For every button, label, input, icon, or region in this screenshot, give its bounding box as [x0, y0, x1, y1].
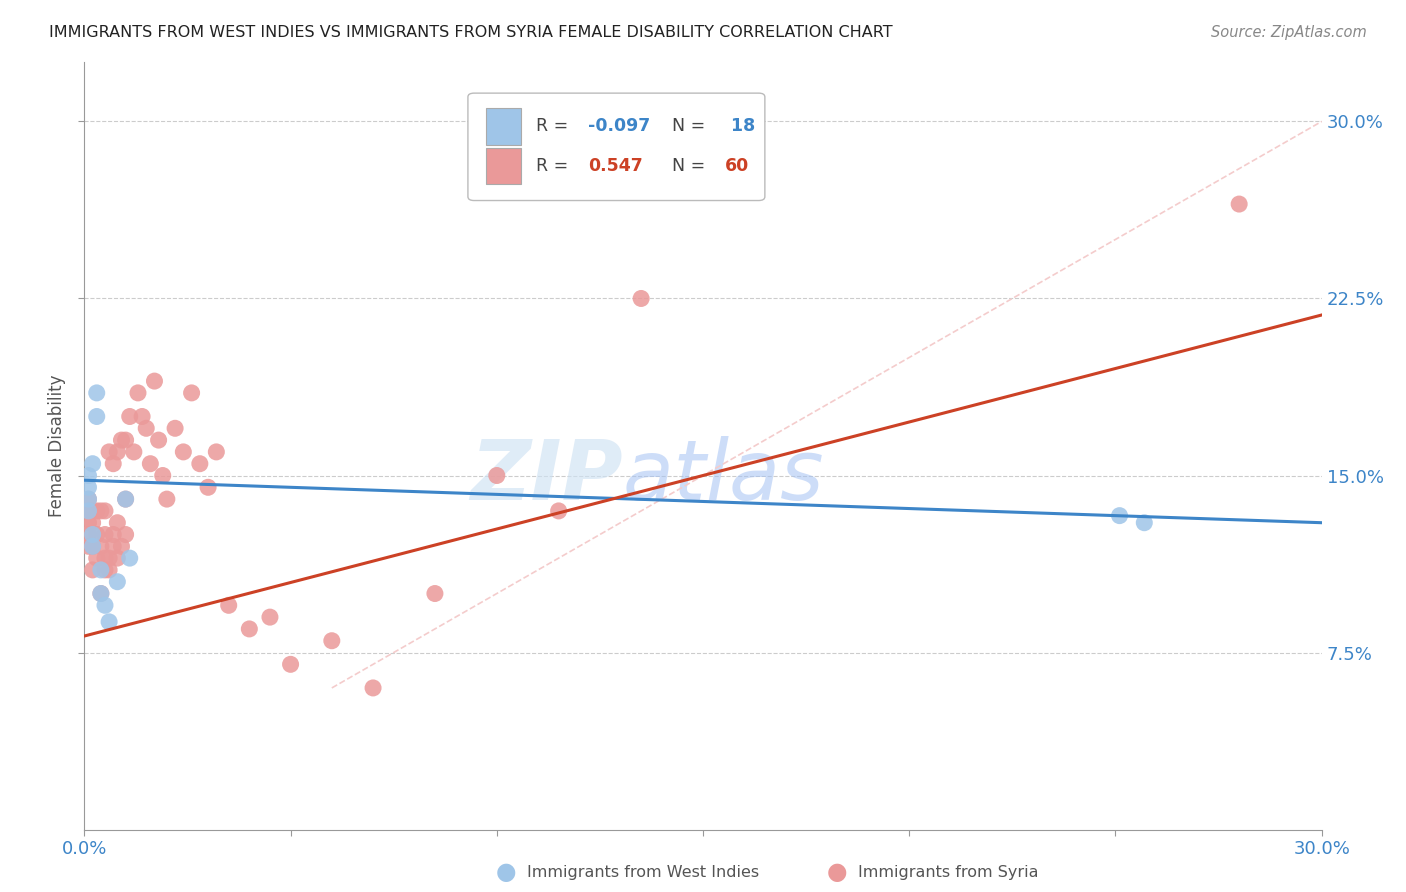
Text: N =: N = — [672, 157, 711, 175]
Point — [86, 527, 108, 541]
Point — [77, 504, 100, 518]
Point — [423, 586, 446, 600]
Point — [94, 504, 117, 518]
Point — [172, 445, 194, 459]
Y-axis label: Female Disability: Female Disability — [48, 375, 66, 517]
Text: Source: ZipAtlas.com: Source: ZipAtlas.com — [1211, 25, 1367, 40]
Point — [82, 539, 104, 553]
Point — [114, 527, 136, 541]
Point — [105, 445, 128, 459]
Point — [86, 385, 108, 400]
Text: -0.097: -0.097 — [588, 117, 650, 135]
Point — [90, 586, 112, 600]
Point — [114, 433, 136, 447]
Text: ●: ● — [827, 861, 846, 884]
Point — [82, 516, 104, 530]
Point — [77, 516, 100, 530]
Point — [77, 492, 100, 507]
Text: atlas: atlas — [623, 436, 824, 517]
Point — [90, 539, 112, 553]
Point — [156, 492, 179, 507]
Point — [103, 527, 125, 541]
Point — [77, 492, 100, 507]
Point — [86, 409, 108, 424]
Point — [82, 504, 104, 518]
Point — [77, 539, 100, 553]
Text: IMMIGRANTS FROM WEST INDIES VS IMMIGRANTS FROM SYRIA FEMALE DISABILITY CORRELATI: IMMIGRANTS FROM WEST INDIES VS IMMIGRANT… — [49, 25, 893, 40]
Point — [77, 504, 100, 518]
Point — [105, 574, 128, 589]
Text: 18: 18 — [725, 117, 755, 135]
Point — [90, 563, 112, 577]
Point — [321, 633, 343, 648]
Point — [90, 504, 112, 518]
Point — [630, 292, 652, 306]
Point — [114, 492, 136, 507]
Point — [98, 615, 121, 629]
Text: ZIP: ZIP — [470, 436, 623, 517]
Point — [103, 457, 125, 471]
Point — [94, 551, 117, 566]
Point — [94, 563, 117, 577]
Point — [547, 504, 569, 518]
Point — [110, 433, 132, 447]
Point — [77, 480, 100, 494]
Point — [361, 681, 384, 695]
Point — [188, 457, 211, 471]
Point — [148, 433, 170, 447]
Point — [259, 610, 281, 624]
Point — [118, 409, 141, 424]
Text: Immigrants from Syria: Immigrants from Syria — [858, 865, 1038, 880]
Point — [131, 409, 153, 424]
Point — [94, 527, 117, 541]
Point — [139, 457, 162, 471]
Point — [77, 527, 100, 541]
Point — [86, 504, 108, 518]
Point — [98, 551, 121, 566]
Point — [105, 516, 128, 530]
Point — [82, 563, 104, 577]
Point — [143, 374, 166, 388]
Point — [77, 468, 100, 483]
Point — [98, 445, 121, 459]
Point — [1227, 197, 1250, 211]
Point — [82, 527, 104, 541]
Point — [135, 421, 157, 435]
Point — [127, 385, 149, 400]
FancyBboxPatch shape — [468, 93, 765, 201]
FancyBboxPatch shape — [486, 147, 522, 185]
Point — [205, 445, 228, 459]
Text: ●: ● — [496, 861, 516, 884]
Point — [105, 551, 128, 566]
Point — [180, 385, 202, 400]
Point — [118, 551, 141, 566]
Text: 0.547: 0.547 — [588, 157, 643, 175]
Text: R =: R = — [536, 157, 579, 175]
Point — [122, 445, 145, 459]
Point — [94, 599, 117, 613]
Point — [114, 492, 136, 507]
Point — [82, 457, 104, 471]
Point — [98, 563, 121, 577]
Point — [197, 480, 219, 494]
Point — [1133, 516, 1156, 530]
FancyBboxPatch shape — [486, 108, 522, 145]
Point — [152, 468, 174, 483]
Point — [485, 468, 508, 483]
Point — [82, 539, 104, 553]
Point — [238, 622, 260, 636]
Text: 60: 60 — [725, 157, 749, 175]
Point — [86, 551, 108, 566]
Point — [1108, 508, 1130, 523]
Text: N =: N = — [672, 117, 711, 135]
Text: R =: R = — [536, 117, 574, 135]
Point — [90, 586, 112, 600]
Point — [165, 421, 187, 435]
Point — [103, 539, 125, 553]
Point — [218, 599, 240, 613]
Point — [110, 539, 132, 553]
Point — [280, 657, 302, 672]
Text: Immigrants from West Indies: Immigrants from West Indies — [527, 865, 759, 880]
